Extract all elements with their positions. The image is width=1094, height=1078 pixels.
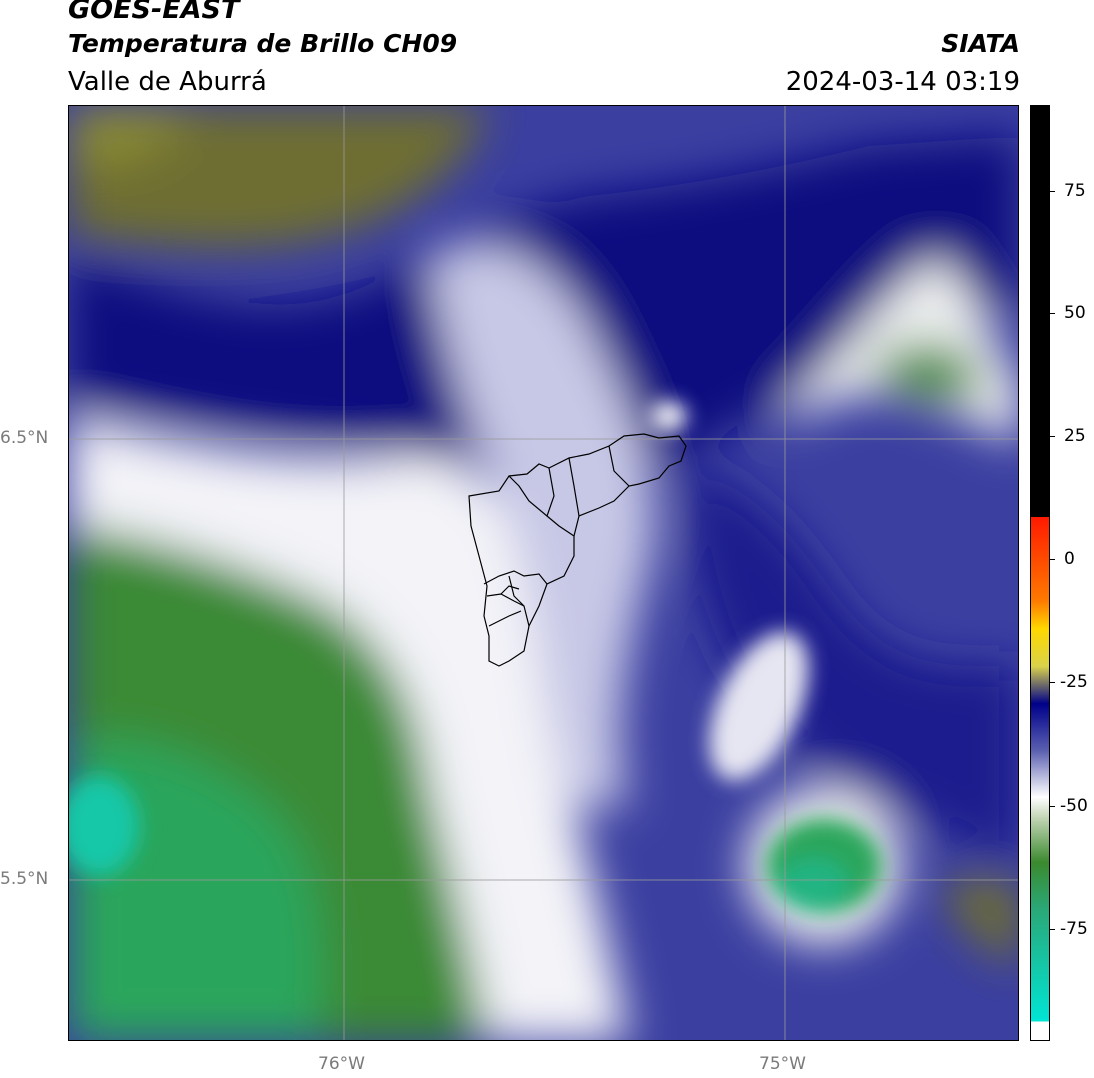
colorbar-label-50: 50 [1064,303,1086,323]
municipality-boundaries [468,433,687,667]
colorbar-label-0: 0 [1064,549,1075,569]
colorbar-tick [1050,436,1055,437]
brightness-temperature-map [68,105,1019,1041]
colorbar-tick [1050,806,1055,807]
lat-label-5-5: 5.5°N [0,869,49,889]
lat-label-6-5: 6.5°N [0,428,49,448]
organization-label: SIATA [941,29,1020,58]
colorbar-tick [1050,929,1055,930]
timestamp-label: 2024-03-14 03:19 [785,67,1020,97]
region-title: Valle de Aburrá [68,67,267,97]
colorbar-tick [1050,559,1055,560]
colorbar-label-75: 75 [1064,181,1086,201]
map-canvas [69,106,1018,1040]
satellite-title: GOES-EAST [68,0,240,25]
colorbar-label-minus75: -75 [1060,919,1088,939]
colorbar-tick [1050,313,1055,314]
lon-label-76w: 76°W [318,1054,365,1074]
graticule [69,106,1018,1040]
colorbar-tick [1050,682,1055,683]
colorbar-tick [1050,191,1055,192]
colorbar [1030,105,1050,1041]
colorbar-label-minus25: -25 [1060,672,1088,692]
product-title: Temperatura de Brillo CH09 [68,29,458,58]
lon-label-75w: 75°W [759,1054,806,1074]
colorbar-label-minus50: -50 [1060,796,1088,816]
colorbar-label-25: 25 [1064,426,1086,446]
